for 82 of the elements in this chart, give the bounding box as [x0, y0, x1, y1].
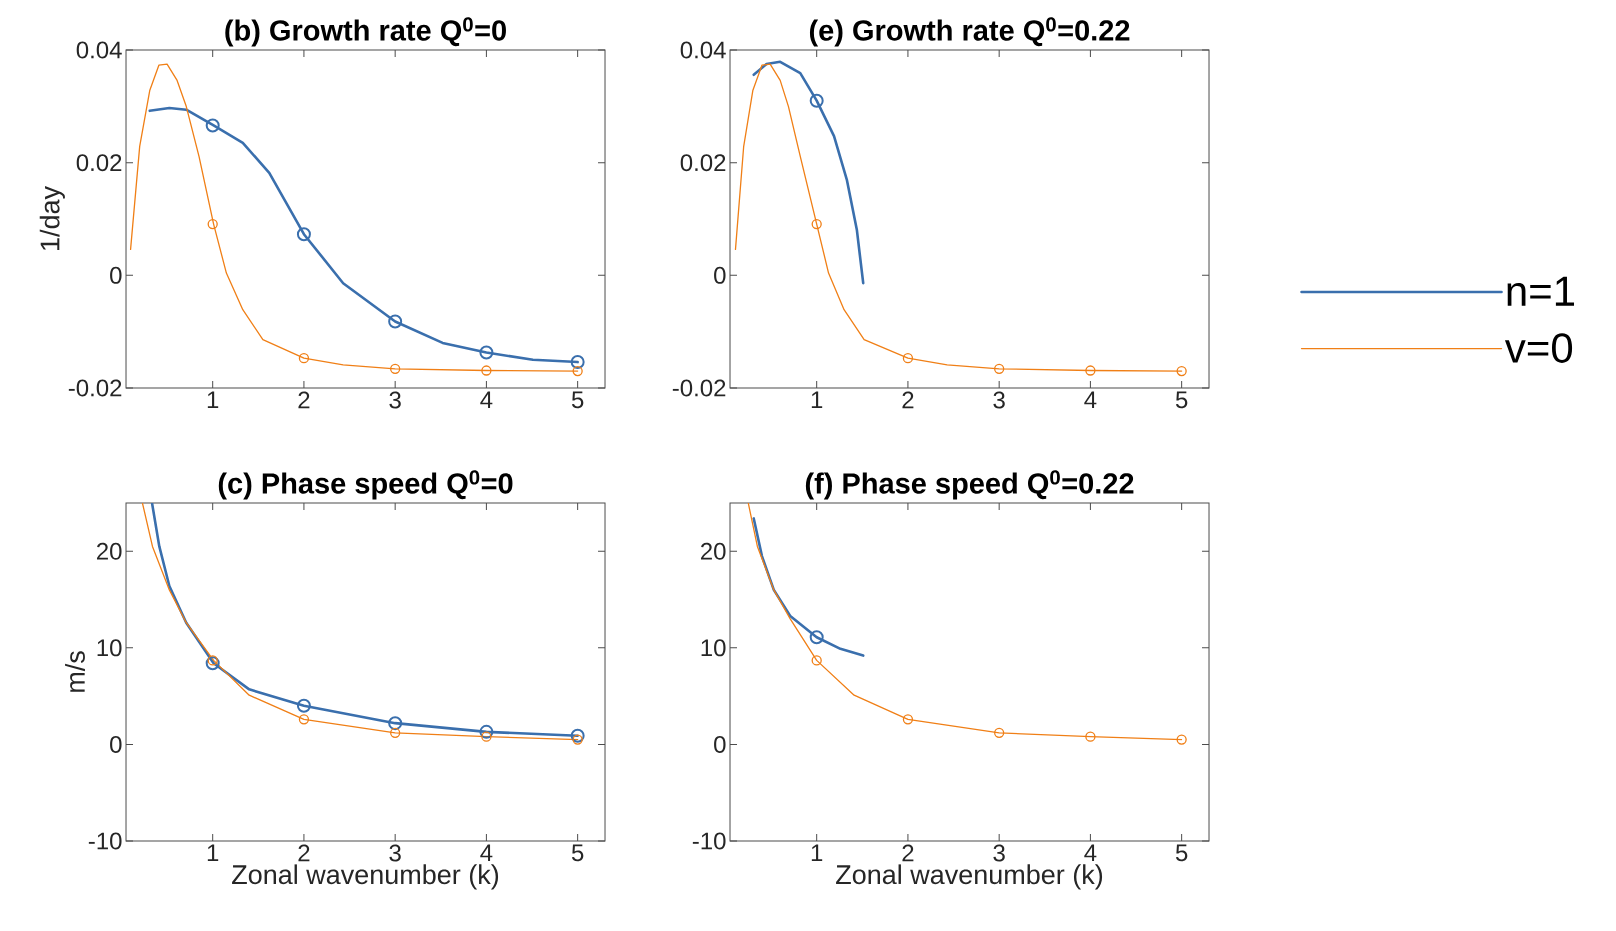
y-tick-label: 0	[714, 735, 726, 753]
point	[570, 728, 585, 743]
point	[388, 314, 403, 329]
point	[902, 352, 914, 364]
x-axis-title: Zonal wavenumber (k)	[232, 864, 499, 890]
x-tick-label: 2	[902, 391, 914, 409]
point	[1176, 734, 1187, 745]
x-tick-label: 4	[1084, 844, 1097, 862]
y-tick-label: -0.02	[68, 379, 122, 397]
point	[811, 655, 822, 666]
x-tick-label: 4	[480, 844, 493, 862]
y-tick-label: 0.02	[680, 154, 726, 172]
x-tick-label: 3	[993, 844, 1005, 862]
legend-label: n=1	[1507, 276, 1575, 306]
y-tick-label: 0	[110, 266, 122, 284]
point	[1085, 365, 1096, 376]
y-tick-label: 0.04	[76, 41, 122, 59]
x-tick-label: 1	[207, 844, 219, 862]
x-tick-label: 5	[571, 391, 584, 409]
x-tick-label: 1	[207, 391, 219, 409]
x-tick-label: 2	[902, 844, 914, 862]
chart-title: (b) Growth rate Q$^{0}$=0	[225, 17, 506, 47]
line-series	[734, 63, 1183, 372]
point	[1085, 731, 1096, 742]
legend-label: v=0	[1504, 333, 1573, 363]
y-tick-label: 10	[701, 639, 726, 657]
x-tick-label: 4	[480, 391, 493, 409]
y-tick-label: 20	[96, 542, 122, 560]
x-axis-title: Zonal wavenumber (k)	[836, 864, 1103, 890]
point	[481, 365, 492, 376]
x-tick-label: 5	[1175, 391, 1188, 409]
point	[296, 698, 311, 713]
point	[390, 363, 401, 374]
point	[811, 218, 822, 230]
point	[205, 656, 220, 671]
x-tick-label: 1	[811, 844, 823, 862]
x-tick-label: 2	[298, 391, 310, 409]
point	[205, 118, 220, 133]
point	[479, 345, 494, 360]
chart-title: (f) Phase speed Q$^{0}$=0.22	[805, 470, 1134, 500]
line-series	[747, 502, 1183, 741]
line-series	[129, 63, 579, 372]
y-tick-label: -10	[88, 832, 122, 850]
y-axis-title: 1/day	[39, 186, 65, 250]
y-tick-label: 10	[97, 639, 122, 657]
point	[298, 352, 310, 364]
y-tick-label: 0.04	[680, 41, 726, 59]
y-tick-label: 0	[110, 735, 122, 753]
point	[207, 655, 218, 666]
point	[388, 716, 403, 731]
x-tick-label: 5	[1175, 844, 1188, 862]
point	[390, 727, 401, 738]
x-tick-label: 3	[389, 844, 401, 862]
x-tick-label: 3	[389, 391, 401, 409]
point	[207, 218, 218, 230]
y-axis-title: m/s	[65, 651, 85, 692]
y-tick-label: -10	[692, 832, 726, 850]
point	[296, 227, 311, 242]
y-tick-label: -0.02	[672, 379, 726, 397]
point	[1176, 365, 1187, 377]
x-tick-label: 5	[571, 844, 584, 862]
x-tick-label: 2	[298, 844, 310, 862]
point	[479, 724, 494, 739]
y-tick-label: 20	[700, 542, 726, 560]
point	[994, 363, 1005, 374]
x-tick-label: 3	[993, 391, 1005, 409]
chart-title: (e) Growth rate Q$^{0}$=0.22	[809, 17, 1130, 47]
point	[902, 714, 914, 725]
point	[481, 731, 492, 742]
point	[572, 734, 583, 745]
y-tick-label: 0.02	[76, 154, 122, 172]
y-tick-label: 0	[714, 266, 726, 284]
x-tick-label: 1	[811, 391, 823, 409]
point	[809, 630, 824, 645]
chart-title: (c) Phase speed Q$^{0}$=0	[218, 470, 513, 500]
point	[298, 714, 310, 725]
point	[572, 365, 583, 377]
point	[570, 355, 585, 370]
point	[994, 727, 1005, 738]
x-tick-label: 4	[1084, 391, 1097, 409]
line-series	[752, 60, 865, 285]
point	[809, 93, 824, 108]
